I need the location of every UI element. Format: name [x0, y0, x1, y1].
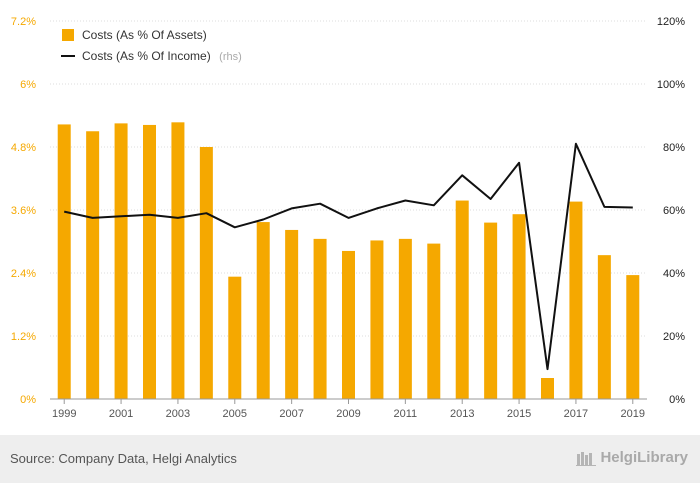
- y-left-tick-label: 4.8%: [11, 142, 36, 154]
- y-right-tick-label: 0%: [669, 394, 685, 406]
- bar: [484, 222, 498, 399]
- bar: [455, 200, 469, 399]
- legend-swatch-bar: [62, 29, 74, 41]
- bar: [256, 222, 270, 399]
- legend: Costs (As % Of Assets) Costs (As % Of In…: [61, 28, 242, 64]
- y-left-tick-label: 6%: [20, 79, 36, 91]
- line-series: [63, 142, 633, 371]
- library-icon: [576, 451, 597, 466]
- bar: [597, 255, 611, 399]
- x-tick-label: 2011: [394, 408, 418, 420]
- y-right-tick-label: 120%: [657, 16, 685, 28]
- bar: [114, 123, 128, 399]
- y-right-tick-label: 60%: [663, 205, 685, 217]
- bar: [427, 243, 441, 399]
- x-tick-label: 2017: [564, 408, 588, 420]
- x-tick-label: 2009: [336, 408, 360, 420]
- legend-label-income: Costs (As % Of Income): [82, 49, 211, 63]
- y-left-tick-label: 7.2%: [11, 16, 36, 28]
- svg-text:Costs (As % Of Income): Costs (As % Of Income) (rhs): [82, 47, 242, 64]
- bar: [342, 250, 355, 399]
- x-tick-label: 2019: [621, 408, 645, 420]
- bar-series: [57, 122, 640, 400]
- bar: [228, 276, 242, 399]
- x-tick-label: 2001: [109, 408, 133, 420]
- y-right-tick-label: 100%: [657, 79, 685, 91]
- x-tick-label: 2015: [507, 408, 531, 420]
- bar: [398, 238, 412, 399]
- x-tick-label: 2003: [166, 408, 190, 420]
- y-right-tick-label: 20%: [663, 331, 685, 343]
- bar: [512, 214, 526, 399]
- y-left-tick-label: 3.6%: [11, 205, 36, 217]
- bar: [370, 240, 384, 399]
- x-tick-label: 2013: [450, 408, 474, 420]
- bar: [199, 147, 213, 399]
- bar: [569, 201, 583, 399]
- y-right-tick-label: 80%: [663, 142, 685, 154]
- x-tick-label: 2007: [279, 408, 303, 420]
- y-left-tick-label: 1.2%: [11, 331, 36, 343]
- footer: Source: Company Data, Helgi Analytics He…: [0, 435, 700, 483]
- legend-label-assets: Costs (As % Of Assets): [82, 28, 207, 42]
- bar: [313, 238, 327, 399]
- bar: [171, 122, 185, 399]
- bar: [541, 378, 554, 399]
- bar: [57, 124, 71, 400]
- y-right-tick-label: 40%: [663, 268, 685, 280]
- brand-text: HelgiLibrary: [600, 449, 688, 466]
- y-left-tick-label: 0%: [20, 394, 36, 406]
- x-tick-label: 1999: [52, 408, 76, 420]
- axes: 0% 1.2% 2.4% 3.6% 4.8% 6% 7.2% 0% 20% 40% 60% 80% 10…: [11, 16, 685, 420]
- x-tick-label: 2005: [223, 408, 247, 420]
- income-line: [63, 142, 633, 371]
- bar: [285, 229, 299, 399]
- source-text: Source: Company Data, Helgi Analytics: [10, 451, 237, 466]
- bar: [626, 275, 640, 399]
- legend-note-rhs: (rhs): [219, 51, 242, 63]
- bar: [143, 124, 156, 399]
- combo-chart: 0% 1.2% 2.4% 3.6% 4.8% 6% 7.2% 0% 20% 40% 60% 80% 10…: [11, 16, 685, 420]
- bar: [86, 131, 100, 399]
- y-left-tick-label: 2.4%: [11, 268, 36, 280]
- brand-logo[interactable]: HelgiLibrary: [576, 449, 688, 466]
